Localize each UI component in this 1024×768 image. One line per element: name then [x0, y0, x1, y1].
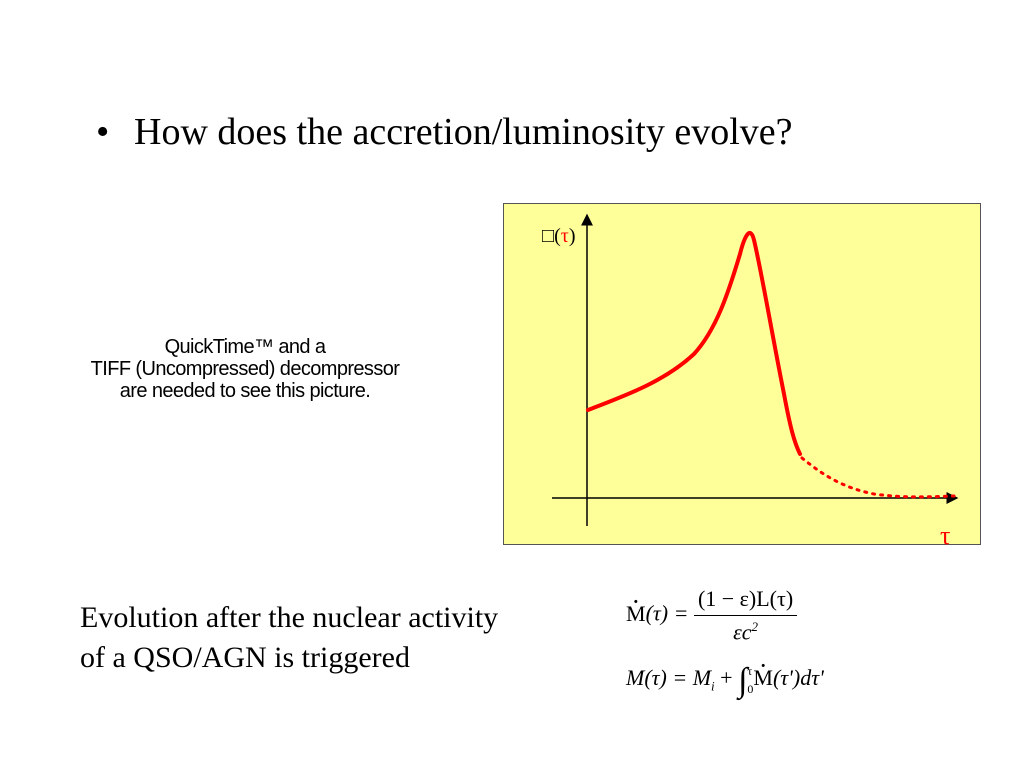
- eq2-subscript: i: [711, 678, 715, 694]
- placeholder-line: are needed to see this picture.: [119, 380, 371, 402]
- eq1-arg: (τ) =: [645, 600, 689, 626]
- caption-line: Evolution after the nuclear activity: [80, 601, 499, 634]
- eq2-integral-sign: ∫: [738, 662, 748, 699]
- placeholder-line: TIFF (Uncompressed) decompressor: [90, 358, 400, 380]
- bullet-dot: •: [96, 111, 110, 153]
- equation-mass: M(τ) = Mi + ∫τ0M(τ')dτ': [626, 662, 824, 700]
- eq1-mdot: M: [626, 601, 646, 626]
- equation-mdot: M(τ) = (1 − ε)L(τ) εc2: [626, 586, 798, 645]
- bullet-text: How does the accretion/luminosity evolve…: [134, 111, 793, 153]
- caption-line: of a QSO/AGN is triggered: [80, 641, 410, 674]
- eq2-tail: (τ')dτ': [772, 665, 824, 690]
- eq1-den-exponent: 2: [751, 619, 759, 634]
- eq1-numerator: (1 − ε)L(τ): [693, 586, 798, 616]
- eq2-lower-limit: 0: [747, 681, 754, 696]
- eq1-fraction: (1 − ε)L(τ) εc2: [693, 586, 798, 645]
- eq2-mdot: M: [753, 665, 773, 690]
- slide-caption: Evolution after the nuclear activity of …: [80, 598, 498, 678]
- quicktime-placeholder: QuickTime™ and a TIFF (Uncompressed) dec…: [30, 336, 460, 402]
- luminosity-plot: □(τ) τ: [503, 203, 981, 546]
- eq1-denominator: εc2: [694, 616, 797, 645]
- luminosity-curve-dotted: [800, 456, 956, 499]
- eq2-plus: +: [720, 665, 733, 690]
- y-axis-label: □(τ): [542, 225, 575, 247]
- placeholder-line: QuickTime™ and a: [164, 336, 326, 358]
- eq1-den-base: εc: [733, 619, 752, 645]
- y-label-paren-close: ): [569, 225, 576, 247]
- y-label-paren-open: (: [554, 225, 561, 247]
- plot-svg: □(τ) τ: [542, 213, 959, 546]
- bullet-item: • How does the accretion/luminosity evolv…: [96, 108, 793, 156]
- y-label-tau: τ: [561, 225, 569, 247]
- eq2-upper-limit: τ: [747, 663, 753, 678]
- x-axis-label: τ: [940, 521, 950, 546]
- y-label-box: □: [542, 225, 554, 247]
- eq2-lhs: M(τ) = M: [626, 665, 712, 690]
- luminosity-curve-solid: [586, 231, 802, 456]
